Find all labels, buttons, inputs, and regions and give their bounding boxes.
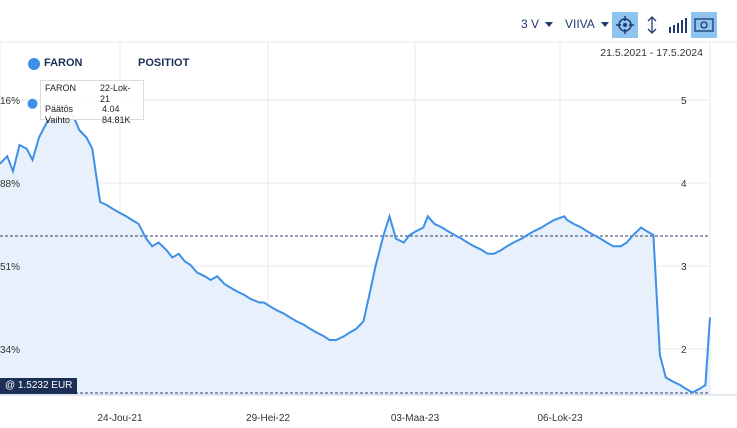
chart-style-label: VIIVA [565, 17, 595, 31]
tooltip-row: Vaihto 84.81K [45, 114, 131, 125]
y-percent-tick-label: 34% [0, 345, 20, 356]
chevron-down-icon [600, 21, 609, 27]
hover-point-marker [27, 98, 38, 109]
price-area-fill [0, 103, 710, 396]
series-name[interactable]: FARON [44, 57, 83, 69]
chart-style-dropdown[interactable]: VIIVA [565, 12, 609, 36]
data-tooltip: FARON 22-Lok-21 Päätös 4.04 Vaihto 84.81K [40, 80, 144, 125]
tooltip-row: FARON 22-Lok-21 [45, 83, 131, 104]
y-percent-tick-label: 88% [0, 179, 20, 190]
y-axis-right: 5 4 3 2 [681, 96, 687, 356]
x-tick-label: 06-Lok-23 [537, 413, 582, 424]
y-tick-label: 4 [681, 179, 687, 190]
x-axis: 24-Jou-21 29-Hei-22 03-Maa-23 06-Lok-23 [97, 413, 582, 424]
positions-label[interactable]: POSITIOT [138, 57, 190, 69]
y-tick-label: 2 [681, 345, 687, 356]
series-color-dot [28, 58, 40, 70]
y-percent-tick-label: 51% [0, 262, 20, 273]
y-tick-label: 5 [681, 96, 687, 107]
money-icon[interactable] [691, 12, 717, 38]
reference-lines [0, 235, 737, 396]
price-line [0, 102, 711, 394]
x-tick-label: 03-Maa-23 [391, 413, 440, 424]
x-tick-label: 24-Jou-21 [97, 413, 142, 424]
y-axis-left: 16% 88% 51% 34% [0, 96, 20, 356]
volume-bars-icon[interactable] [665, 12, 691, 38]
period-label: 3 V [521, 17, 540, 31]
y-percent-tick-label: 16% [0, 96, 20, 107]
chevron-down-icon [545, 21, 554, 27]
tooltip-row: Päätös 4.04 [45, 104, 120, 114]
chart-toolbar: 3 V VIIVA [0, 0, 737, 42]
period-dropdown[interactable]: 3 V [521, 12, 554, 36]
y-tick-label: 3 [681, 262, 687, 273]
x-tick-label: 29-Hei-22 [246, 413, 290, 424]
date-range: 21.5.2021 - 17.5.2024 [600, 47, 703, 59]
vertical-arrows-icon[interactable] [639, 12, 665, 38]
crosshair-icon[interactable] [612, 12, 638, 38]
current-price-tag: @ 1.5232 EUR [0, 378, 78, 394]
